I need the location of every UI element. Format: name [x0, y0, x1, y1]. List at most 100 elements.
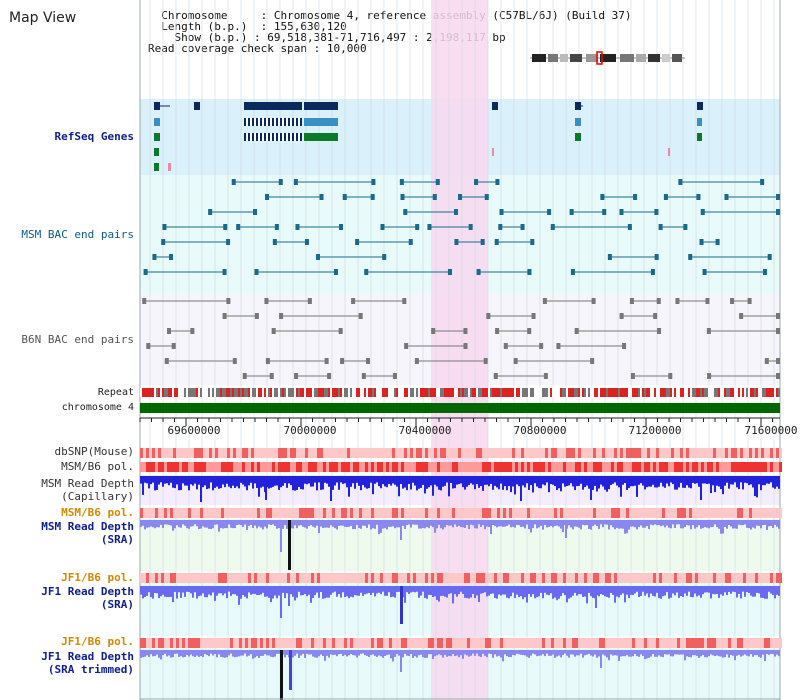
jf1-depth-sra-label-1[interactable]: JF1 Read Depth [41, 585, 134, 598]
msm-depth-sra-bar [186, 520, 188, 529]
refseq-genes-label[interactable]: RefSeq Genes [54, 130, 134, 143]
polymorphism-mark [755, 462, 758, 472]
jf1-depth-trim-bar [160, 650, 162, 660]
msm-depth-capillary-bar [472, 476, 474, 485]
jf1-depth-sra-bar [188, 586, 190, 593]
jf1-depth-sra-bar [736, 586, 738, 598]
polymorphism-mark [677, 462, 680, 472]
msm-depth-sra-bar [416, 520, 418, 525]
ideogram-band [662, 54, 670, 62]
msm-depth-capillary-bar [564, 476, 566, 487]
jf1-depth-trim-bar [408, 650, 410, 657]
jf1-depth-trim-bar [374, 650, 376, 656]
polymorphism-mark [245, 448, 248, 458]
repeat-mark [260, 388, 262, 397]
polymorphism-mark [242, 462, 245, 472]
exon-gap [266, 118, 268, 126]
msm-b6-pol-label[interactable]: MSM/B6 pol. [61, 460, 134, 473]
polymorphism-mark [368, 508, 371, 518]
jf1-depth-trim-bar [344, 650, 346, 655]
polymorphism-mark [437, 448, 440, 458]
jf1-depth-sra-bar [720, 586, 722, 595]
msm-depth-sra-label-1[interactable]: MSM Read Depth [41, 520, 134, 533]
dbsnp-label[interactable]: dbSNP(Mouse) [54, 445, 134, 458]
msm-depth-capillary-bar [606, 476, 608, 492]
msm-depth-sra-bar [374, 520, 376, 529]
polymorphism-mark [758, 462, 761, 472]
jf1-depth-trim-bar [732, 650, 734, 656]
jf1-depth-sra-bar [156, 586, 158, 594]
polymorphism-mark [320, 448, 323, 458]
repeat-mark [486, 388, 488, 397]
msm-depth-capillary-bar [318, 476, 320, 483]
msm-depth-capillary-bar [420, 476, 422, 488]
msm-depth-sra-bar [378, 520, 380, 535]
repeat-mark [358, 388, 360, 397]
msm-depth-capillary-bar [388, 476, 390, 485]
repeat-mark [422, 388, 424, 397]
polymorphism-mark [230, 638, 233, 648]
polymorphism-mark [617, 448, 620, 458]
msm-depth-sra-bar [592, 520, 594, 527]
msm-depth-sra-bar [670, 520, 672, 529]
jf1-depth-trim-bar [296, 650, 298, 654]
jf1-depth-trim-bar [454, 650, 456, 657]
polymorphism-mark [473, 573, 476, 583]
refseq-gene-block [244, 118, 302, 126]
jf1-depth-trim-label-1[interactable]: JF1 Read Depth [41, 650, 134, 663]
repeat-mark [254, 388, 256, 397]
polymorphism-mark [362, 462, 365, 472]
b6n-bac-label[interactable]: B6N BAC end pairs [21, 333, 134, 346]
b6n-bac-pair [269, 373, 274, 379]
jf1-depth-trim-bar [198, 650, 200, 657]
msm-depth-capillary-bar [170, 476, 172, 483]
jf1-depth-sra-bar [392, 586, 394, 597]
polymorphism-mark [236, 638, 239, 648]
polymorphism-mark [698, 508, 701, 518]
msm-depth-capillary-bar [262, 476, 264, 487]
jf1-depth-trim-bar [520, 650, 522, 655]
polymorphism-mark [245, 638, 248, 648]
jf1-b6-pol-2-label[interactable]: JF1/B6 pol. [61, 635, 134, 648]
jf1-depth-trim-bar [518, 650, 520, 655]
jf1-depth-sra-bar [514, 586, 516, 599]
msm-b6-pol-2-label[interactable]: MSM/B6 pol. [61, 506, 134, 519]
polymorphism-mark [470, 462, 473, 472]
repeat-mark [380, 388, 382, 397]
polymorphism-mark [668, 573, 671, 583]
jf1-depth-trim-bar [378, 650, 380, 656]
repeat-mark [550, 388, 552, 397]
jf1-depth-sra-bar [586, 586, 588, 604]
b6n-bac-pair [279, 313, 284, 319]
polymorphism-mark [242, 508, 245, 518]
polymorphism-mark [419, 462, 422, 472]
polymorphism-mark [689, 573, 692, 583]
polymorphism-mark [392, 508, 395, 518]
exon-gap [294, 133, 296, 141]
repeat-mark [732, 388, 734, 397]
repeat-mark [442, 388, 444, 397]
b6n-bac-pair [232, 358, 237, 364]
msm-depth-sra-bar [754, 520, 756, 529]
repeat-mark [678, 388, 680, 397]
jf1-depth-trim-bar [718, 650, 720, 657]
polymorphism-mark [464, 462, 467, 472]
b6n-bac-pair [675, 298, 680, 304]
repeat-mark [468, 388, 470, 397]
polymorphism-mark [611, 462, 614, 472]
polymorphism-mark [401, 573, 404, 583]
repeat-mark [448, 388, 450, 397]
msm-depth-capillary-label-1[interactable]: MSM Read Depth [41, 477, 134, 490]
jf1-b6-pol-label[interactable]: JF1/B6 pol. [61, 571, 134, 584]
repeat-mark [776, 388, 778, 397]
msm-bac-label[interactable]: MSM BAC end pairs [21, 228, 134, 241]
polymorphism-mark [512, 638, 515, 648]
jf1-depth-trim-bar [168, 650, 170, 656]
polymorphism-mark [302, 573, 305, 583]
repeat-mark [592, 388, 594, 397]
polymorphism-mark [743, 508, 746, 518]
msm-depth-capillary-bar [498, 476, 500, 490]
jf1-depth-sra-bar [616, 586, 618, 597]
polymorphism-mark [206, 638, 209, 648]
